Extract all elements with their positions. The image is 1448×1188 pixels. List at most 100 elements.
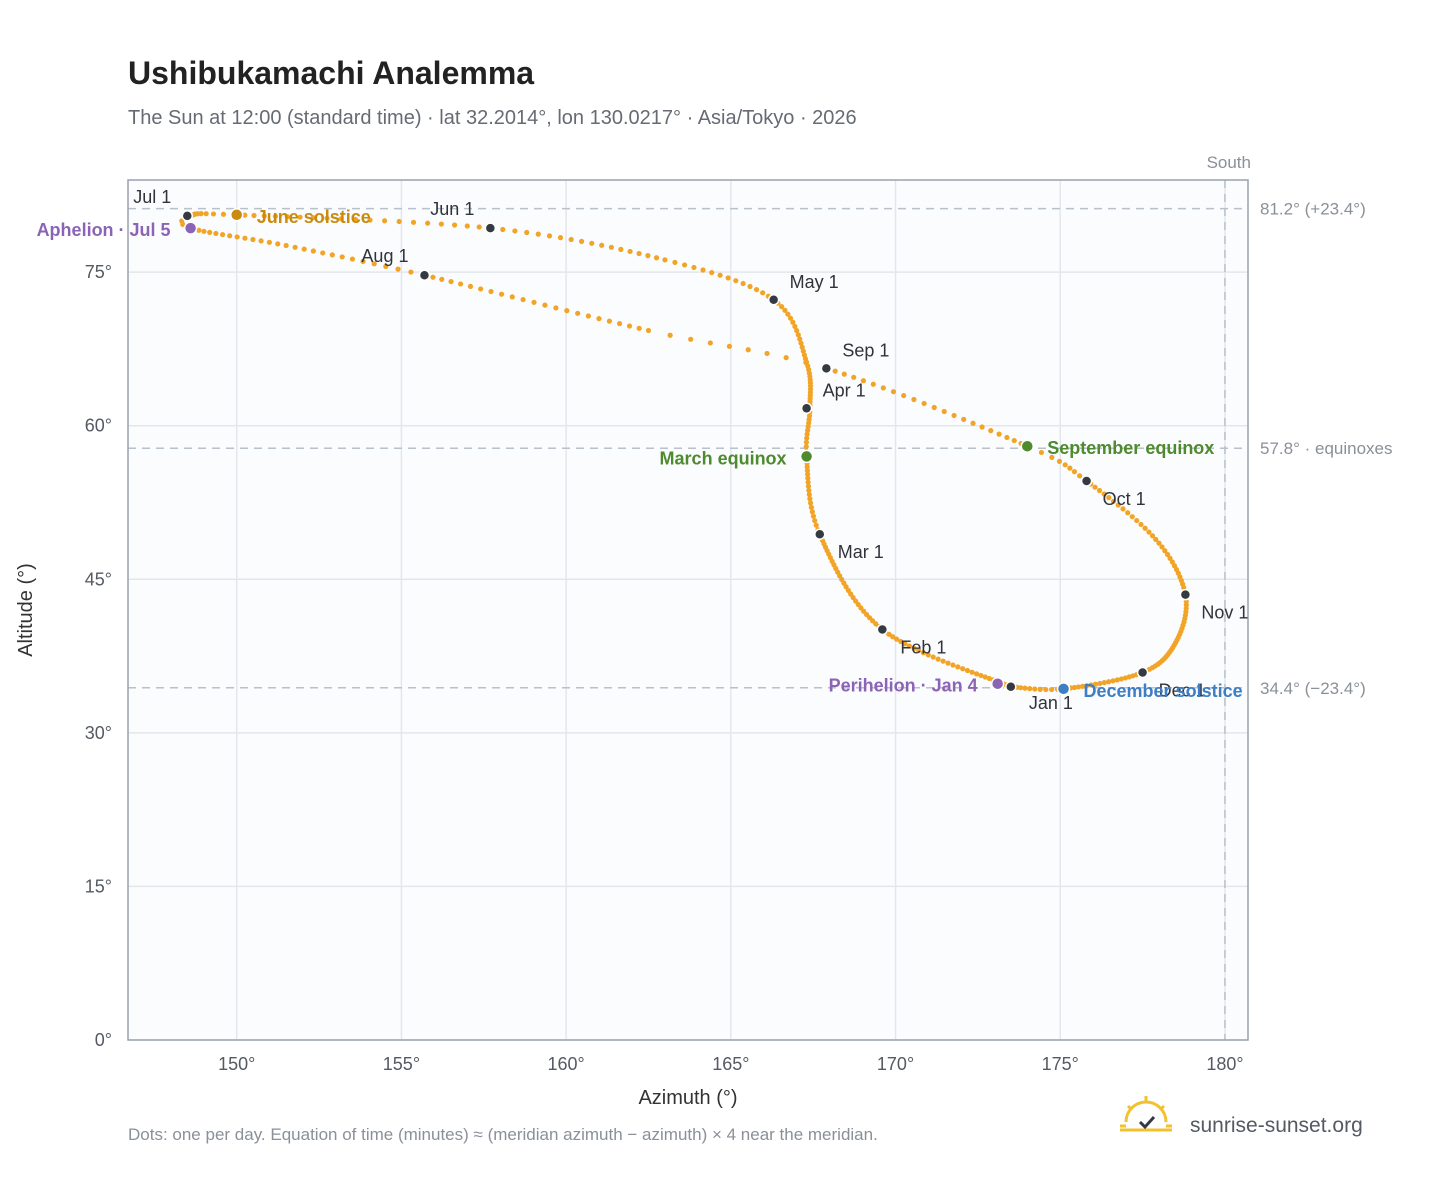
daily-dot xyxy=(292,244,298,250)
daily-dot xyxy=(578,238,585,244)
event-marker xyxy=(1020,439,1035,453)
daily-dot xyxy=(1097,680,1103,687)
month-markers: Jan 1 Feb 1 Mar 1 Apr 1 May 1 Jun 1 Jul 1 Aug 1… xyxy=(133,187,1248,713)
daily-dot xyxy=(1027,686,1033,692)
daily-dot xyxy=(1164,551,1171,558)
daily-dot xyxy=(745,347,751,353)
x-tick-label: 180° xyxy=(1206,1054,1243,1074)
daily-dot xyxy=(410,219,417,225)
daily-dot xyxy=(1096,487,1103,494)
daily-dot xyxy=(860,378,867,384)
daily-dot xyxy=(1159,544,1165,550)
daily-dot xyxy=(805,483,812,489)
daily-dot xyxy=(546,233,553,239)
daily-dot xyxy=(266,239,272,245)
month-marker xyxy=(814,528,826,540)
daily-dot xyxy=(297,214,303,220)
month-marker xyxy=(181,210,194,222)
daily-dot xyxy=(1011,437,1017,444)
daily-dot xyxy=(1162,548,1168,554)
daily-dot xyxy=(1134,517,1140,524)
daily-dot xyxy=(599,242,605,248)
brand-logo: sunrise-sunset.org xyxy=(1120,1096,1363,1137)
daily-dot xyxy=(960,666,966,672)
daily-dot xyxy=(1067,465,1073,471)
daily-dot xyxy=(636,250,642,257)
daily-dot xyxy=(890,389,897,395)
daily-dot xyxy=(1022,685,1028,691)
month-marker xyxy=(1136,666,1149,679)
daily-dot xyxy=(349,256,356,262)
daily-dot xyxy=(180,221,186,228)
daily-dot xyxy=(1106,679,1112,685)
daily-dot xyxy=(1118,676,1125,682)
daily-dot xyxy=(978,672,984,679)
daily-dot xyxy=(439,276,445,282)
daily-dot xyxy=(242,212,248,218)
daily-dot xyxy=(284,214,290,220)
event-marker xyxy=(1056,682,1071,696)
daily-dot xyxy=(653,255,660,261)
daily-dot xyxy=(448,278,454,285)
daily-dot xyxy=(733,278,739,284)
daily-dot xyxy=(804,431,810,437)
daily-dot xyxy=(986,675,992,682)
y-axis-label: Altitude (°) xyxy=(15,563,37,657)
daily-dot xyxy=(810,513,817,519)
x-tick-label: 170° xyxy=(877,1054,914,1074)
event-label: September equinox xyxy=(1047,438,1214,458)
daily-dot xyxy=(1101,491,1107,497)
daily-dot xyxy=(339,254,345,260)
daily-dot xyxy=(1075,684,1081,690)
daily-dot xyxy=(803,439,810,445)
event-marker xyxy=(990,676,1005,691)
daily-dot xyxy=(275,241,281,247)
daily-dot xyxy=(1071,469,1077,475)
daily-dot xyxy=(196,227,202,233)
daily-dot xyxy=(906,643,913,649)
daily-dot xyxy=(476,224,482,230)
daily-dot xyxy=(500,226,506,233)
daily-dot xyxy=(969,669,975,675)
daily-dot xyxy=(794,328,800,334)
daily-dot xyxy=(951,412,957,419)
daily-dot xyxy=(1071,684,1078,691)
month-label: May 1 xyxy=(790,272,839,292)
daily-dot xyxy=(799,344,805,350)
y-tick-label: 30° xyxy=(85,723,112,743)
daily-dot xyxy=(1153,536,1159,542)
daily-dot xyxy=(467,283,474,289)
daily-dot xyxy=(1125,510,1131,516)
daily-dot xyxy=(250,236,256,243)
daily-dot xyxy=(1120,506,1126,512)
daily-dot xyxy=(931,404,937,411)
daily-dot xyxy=(1114,677,1120,683)
daily-dot xyxy=(371,261,377,267)
plot-area xyxy=(128,180,1248,1040)
daily-dot xyxy=(808,504,814,510)
daily-dot xyxy=(396,218,402,225)
daily-dot xyxy=(760,290,766,296)
daily-dot xyxy=(488,288,494,295)
daily-dot xyxy=(809,509,815,515)
daily-dot xyxy=(662,257,668,263)
daily-dot xyxy=(911,396,917,403)
daily-dot xyxy=(272,213,279,219)
daily-dot xyxy=(782,307,788,313)
daily-dot xyxy=(464,223,470,229)
daily-dot xyxy=(1084,683,1090,689)
daily-dot xyxy=(524,229,530,236)
daily-dot xyxy=(616,321,623,327)
daily-dot xyxy=(921,400,927,407)
chart-subtitle: The Sun at 12:00 (standard time) · lat 3… xyxy=(128,107,857,129)
daily-dot xyxy=(203,211,209,217)
month-label: Apr 1 xyxy=(823,380,866,400)
daily-dot xyxy=(498,291,505,297)
daily-dot xyxy=(1079,683,1086,689)
daily-dot xyxy=(220,211,227,217)
daily-dot xyxy=(1138,521,1144,528)
daily-dot xyxy=(988,428,994,434)
daily-dot xyxy=(227,233,233,239)
month-marker xyxy=(1080,475,1093,487)
